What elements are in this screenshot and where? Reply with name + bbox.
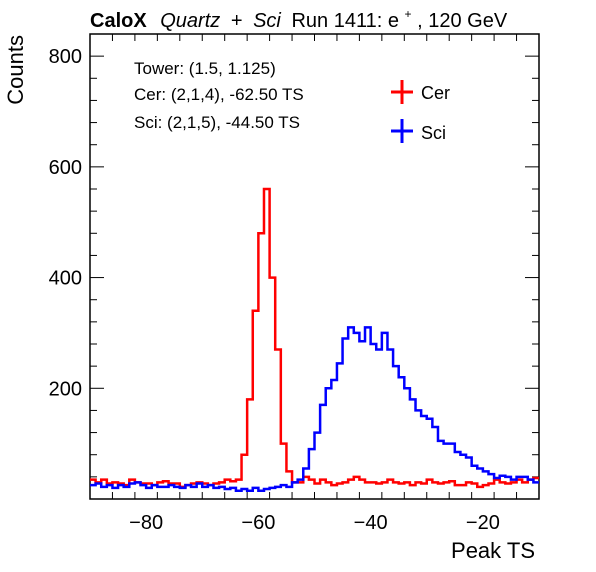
series-layer: [90, 187, 539, 492]
x-tick-label: −40: [354, 512, 388, 534]
y-tick-label: 600: [49, 157, 82, 179]
legend-marker-cer: [391, 80, 413, 104]
title-superscript: +: [405, 7, 412, 21]
y-tick-label: 200: [49, 378, 82, 400]
x-tick-label: −80: [129, 512, 163, 534]
annotation-tower: Tower: (1.5, 1.125): [134, 59, 276, 78]
series-cer: [90, 187, 539, 489]
y-tick-label: 800: [49, 46, 82, 68]
title-brand: CaloX: [90, 10, 147, 32]
chart-title: CaloX Quartz + Sci Run 1411: e + , 120 G…: [90, 1, 508, 32]
x-tick-label: −60: [241, 512, 275, 534]
legend-marker-sci: [391, 119, 413, 143]
x-tick-label: −20: [466, 512, 500, 534]
y-tick-label: 400: [49, 268, 82, 290]
tick-labels: −80 −60 −40 −20 200 400 600 800: [49, 46, 500, 534]
legend: Cer Sci: [391, 80, 450, 143]
x-axis-title: Peak TS: [451, 538, 535, 563]
title-run: Run 1411: e: [291, 10, 399, 32]
annotation-sci: Sci: (2,1,5), -44.50 TS: [134, 113, 300, 132]
annotation-cer: Cer: (2,1,4), -62.50 TS: [134, 85, 304, 104]
series-sci: [90, 326, 539, 492]
axis-ticks: [90, 34, 539, 499]
y-axis-title: Counts: [3, 35, 28, 105]
title-material-2: Sci: [253, 10, 281, 32]
legend-label-sci: Sci: [421, 123, 446, 143]
title-plus: +: [231, 10, 243, 32]
title-energy: , 120 GeV: [417, 10, 508, 32]
title-material-1: Quartz: [160, 10, 220, 32]
legend-label-cer: Cer: [421, 83, 450, 103]
